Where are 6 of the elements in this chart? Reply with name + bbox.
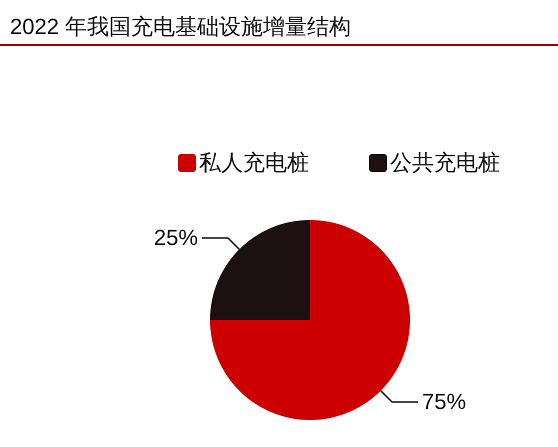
data-label: 75% <box>422 389 466 414</box>
legend-label: 私人充电桩 <box>199 149 309 177</box>
data-label: 25% <box>154 224 198 250</box>
pie-slice <box>210 220 410 420</box>
chart-title: 2022 年我国充电基础设施增量结构 <box>10 14 352 40</box>
legend-label: 公共充电桩 <box>390 149 500 177</box>
